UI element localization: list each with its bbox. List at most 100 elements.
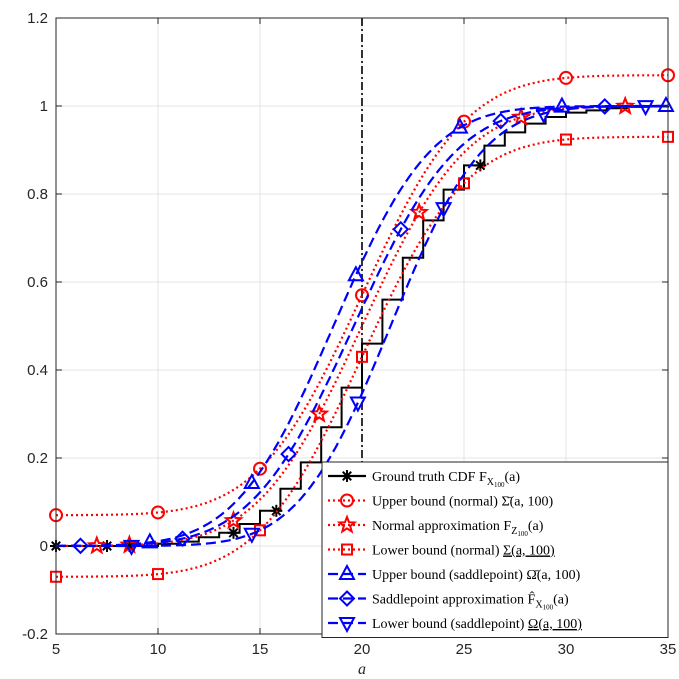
series-marker-diamond [596,97,614,115]
series-marker-triangle-down [338,617,356,634]
y-tick-label: 1.2 [27,10,48,27]
series-4 [56,95,675,549]
series-marker-triangle-up [347,265,365,282]
series-marker-square [254,524,266,537]
legend-label: Lower bound (normal) Σ(a, 100) [372,544,555,559]
legend-label-sub: X [535,600,543,611]
legend-item: Lower bound (saddlepoint) Ω(a, 100) [328,617,582,634]
x-tick-label: 35 [660,641,677,658]
series-marker-triangle-down [434,202,453,219]
series-line-lower_saddle [56,104,668,548]
series-marker-triangle-down [349,396,367,413]
legend-label-subsub: 100 [543,604,554,612]
series-marker-diamond [72,537,89,555]
series-marker-square [341,543,353,556]
series-marker-asterisk [341,470,353,482]
legend-item: Upper bound (normal) Σ̄(a, 100) [328,493,553,510]
legend-label-text: Lower bound (normal) [372,544,503,559]
series-marker-square [560,133,572,146]
series-marker-circle [253,461,267,476]
series-marker-star [86,534,108,555]
series-marker-triangle-down [122,539,141,557]
legend-item: Saddlepoint approximation F̂X100(a) [328,590,569,612]
series-marker-triangle-down [534,107,553,124]
series-marker-triangle-up [657,95,675,113]
series-marker-triangle-up [451,117,469,134]
series-6 [56,100,668,557]
series-marker-star [336,514,358,534]
series-marker-star [223,509,244,530]
legend-item: Ground truth CDF FX100(a) [328,470,520,489]
x-axis-label: a [358,661,366,678]
legend-box [321,461,669,638]
legend-item: Normal approximation FZ100(a) [328,514,544,538]
legend-label-subsub: 100 [517,530,528,538]
legend-label-tail: (a) [528,519,544,534]
legend-label-text: Saddlepoint approximation [372,593,528,608]
legend-label-math: Ω̄(a, 100) [526,568,580,583]
legend-label-text: Ground truth CDF F [372,470,487,485]
legend-label-subsub: 100 [494,481,505,489]
legend-label-math: Σ̄(a, 100) [501,495,553,510]
legend-label-text: Normal approximation F [372,519,511,534]
y-tick-label: 0.2 [27,450,48,467]
x-tick-label: 15 [252,641,269,658]
series-marker-triangle-up [243,472,261,490]
legend-label: Ground truth CDF FX100(a) [372,470,520,489]
legend-label: Upper bound (normal) Σ̄(a, 100) [372,495,553,510]
y-tick-label: 0.8 [27,186,48,203]
legend: Ground truth CDF FX100(a)Upper bound (no… [321,461,669,638]
legend-label-text: Lower bound (saddlepoint) [372,617,528,632]
series-marker-diamond [492,112,510,130]
series-marker-diamond [280,445,297,463]
series-marker-square [356,350,368,363]
series-marker-square [152,568,164,581]
legend-label: Saddlepoint approximation F̂X100(a) [372,591,569,612]
legend-item: Lower bound (normal) Σ(a, 100) [328,543,555,559]
asterisk-stroke [228,527,239,538]
legend-item: Upper bound (saddlepoint) Ω̄(a, 100) [328,563,581,583]
x-tick-label: 20 [354,641,371,658]
series-marker-star [614,95,636,115]
y-tick-label: 0.4 [27,362,48,379]
series-marker-triangle-up [553,96,571,113]
x-tick-label: 10 [150,641,167,658]
legend-label-sub: X [487,477,495,488]
axis-ticks: 5 10 15 20 25 30 35 -0.2 0 0.2 0.4 0.6 0.8 1 1.2 [22,10,676,658]
x-tick-label: 30 [558,641,575,658]
legend-label-math: Ω(a, 100) [528,617,582,632]
series-marker-circle [151,505,165,520]
x-tick-label: 5 [52,641,60,658]
y-tick-label: 1 [40,98,48,115]
series-marker-triangle-up [141,532,159,549]
series-marker-triangle-down [636,100,655,117]
legend-label: Normal approximation FZ100(a) [372,519,544,538]
legend-label-tail: (a) [504,470,520,485]
series-marker-square [458,177,470,190]
series-marker-asterisk [227,526,240,539]
series-marker-star [408,201,430,222]
series-line-saddle [55,104,668,548]
legend-label-text: Upper bound (normal) [372,495,501,510]
legend-label: Upper bound (saddlepoint) Ω̄(a, 100) [372,568,581,583]
series-marker-circle [340,493,354,508]
legend-label-tail: (a) [553,593,569,608]
asterisk-stroke [342,471,352,481]
legend-label-math: Σ(a, 100) [503,544,555,559]
series-marker-triangle-down [243,527,261,544]
x-tick-label: 25 [456,641,473,658]
legend-label-math: F̂ [528,591,536,608]
legend-label: Lower bound (saddlepoint) Ω(a, 100) [372,617,582,632]
y-tick-label: 0 [40,538,48,555]
legend-label-sub: Z [511,526,517,537]
legend-label-text: Upper bound (saddlepoint) [372,568,526,583]
series-marker-diamond [392,220,410,238]
series-2 [56,95,668,555]
y-tick-label: -0.2 [22,626,48,643]
series-marker-triangle-up [338,563,356,580]
series-marker-star [510,106,532,126]
y-tick-label: 0.6 [27,274,48,291]
asterisk-stroke [475,160,486,171]
series-marker-circle [559,70,573,85]
